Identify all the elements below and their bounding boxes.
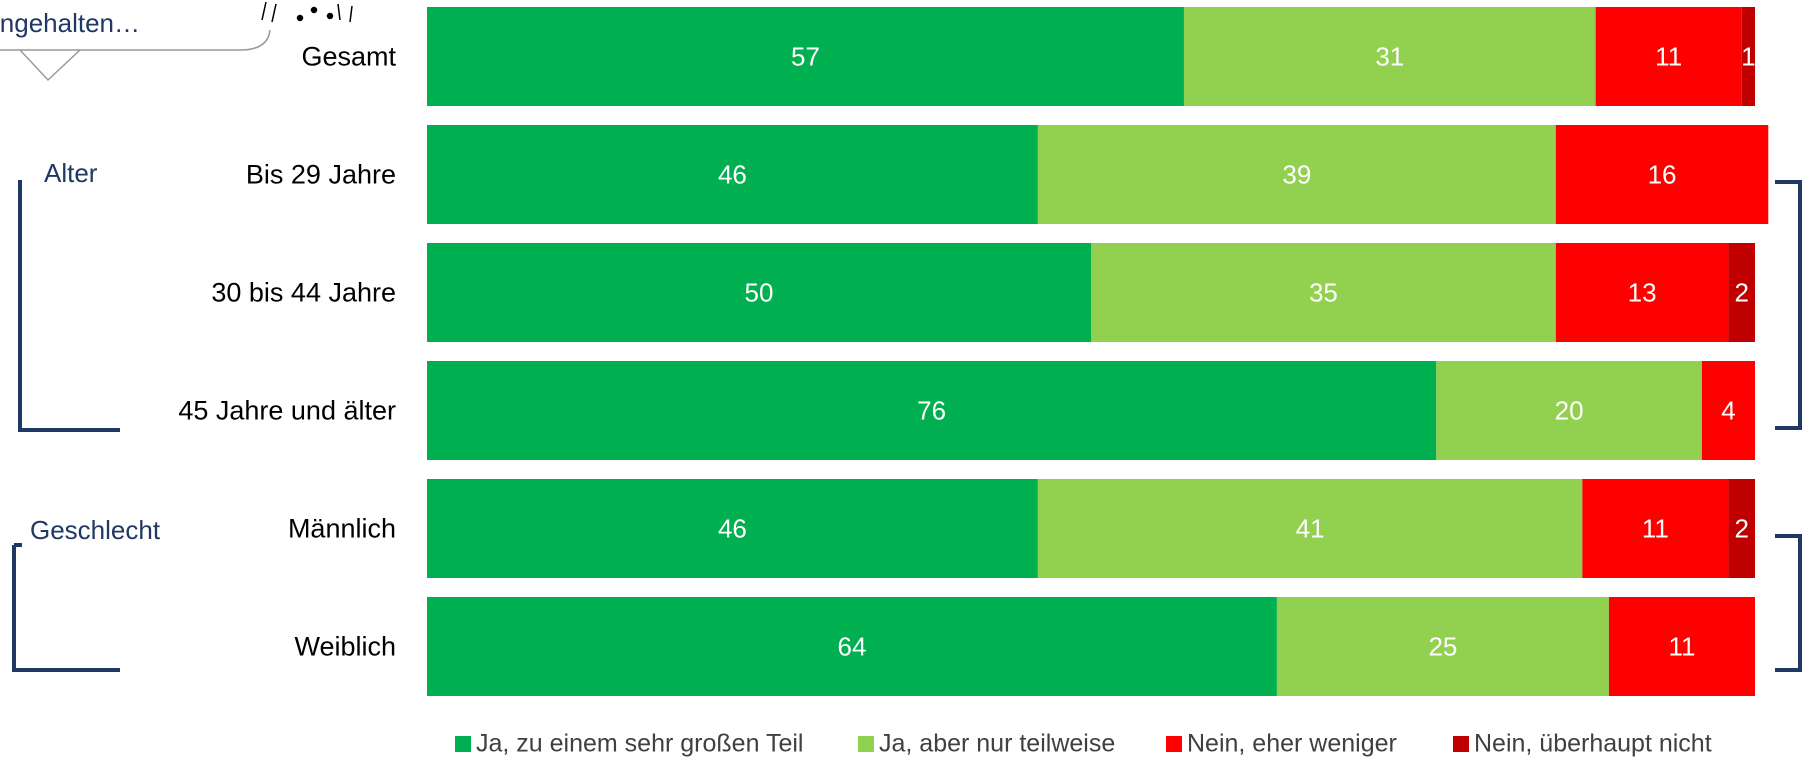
value-label: 1 <box>1741 41 1755 71</box>
legend-label: Nein, überhaupt nicht <box>1474 730 1712 758</box>
category-label: Männlich <box>288 514 396 544</box>
bar-segment <box>1276 597 1609 696</box>
bar-segment <box>1183 7 1596 106</box>
callout-text: eingehalten… <box>0 8 140 38</box>
category-label: Gesamt <box>301 42 396 72</box>
category-label: 30 bis 44 Jahre <box>211 278 396 308</box>
value-label: 31 <box>1375 41 1404 71</box>
bar-segment <box>1555 125 1769 224</box>
value-label: 39 <box>1282 159 1311 189</box>
bar-segment <box>427 7 1184 106</box>
legend-swatch <box>455 736 471 752</box>
value-label: 13 <box>1628 277 1657 307</box>
legend-label: Nein, eher weniger <box>1187 730 1397 758</box>
bar-segment <box>1728 479 1755 578</box>
value-label: 2 <box>1734 513 1748 543</box>
value-label: 35 <box>1309 277 1338 307</box>
legend-label: Ja, zu einem sehr großen Teil <box>476 730 803 758</box>
value-label: 46 <box>718 159 747 189</box>
bar-segment <box>1555 243 1729 342</box>
group-label: Alter <box>44 158 98 188</box>
bar-segment <box>1037 125 1556 224</box>
value-label: 11 <box>1642 513 1669 543</box>
value-label: 2 <box>1734 277 1748 307</box>
category-label: 45 Jahre und älter <box>178 396 396 426</box>
bar-segment <box>1741 7 1755 106</box>
group-label: Geschlecht <box>30 515 161 545</box>
value-label: 50 <box>745 277 774 307</box>
value-label: 25 <box>1428 631 1457 661</box>
category-label: Bis 29 Jahre <box>246 160 396 190</box>
bar-segment <box>1037 479 1583 578</box>
value-label: 76 <box>917 395 946 425</box>
bracket-right <box>1775 180 1802 430</box>
bar-segment <box>1608 597 1755 696</box>
legend-swatch <box>858 736 874 752</box>
bar-segment <box>1091 243 1556 342</box>
bar-segment <box>1728 243 1755 342</box>
bracket-left <box>12 543 120 672</box>
value-label: 4 <box>1721 395 1735 425</box>
legend-swatch <box>1453 736 1469 752</box>
value-label: 11 <box>1655 41 1682 71</box>
bar-segment <box>427 479 1038 578</box>
value-label: 41 <box>1296 513 1325 543</box>
legend-swatch <box>1166 736 1182 752</box>
bar-segment <box>1582 479 1729 578</box>
bar-segment <box>427 125 1038 224</box>
category-label: Weiblich <box>294 632 396 662</box>
callout-bubble <box>0 29 271 82</box>
value-label: 11 <box>1668 631 1695 661</box>
bar-segment <box>1701 361 1755 460</box>
icon <box>261 1 353 23</box>
bracket-right <box>1775 534 1802 672</box>
bracket-left <box>18 180 120 432</box>
bar-segment <box>427 243 1091 342</box>
value-label: 57 <box>791 41 820 71</box>
value-label: 16 <box>1648 159 1677 189</box>
value-label: 20 <box>1555 395 1584 425</box>
bar-segment <box>1595 7 1742 106</box>
bar-segment <box>1436 361 1702 460</box>
legend-label: Ja, aber nur teilweise <box>879 730 1115 758</box>
value-label: 64 <box>837 631 866 661</box>
bar-segment <box>427 597 1277 696</box>
value-label: 46 <box>718 513 747 543</box>
bar-segment <box>427 361 1437 460</box>
